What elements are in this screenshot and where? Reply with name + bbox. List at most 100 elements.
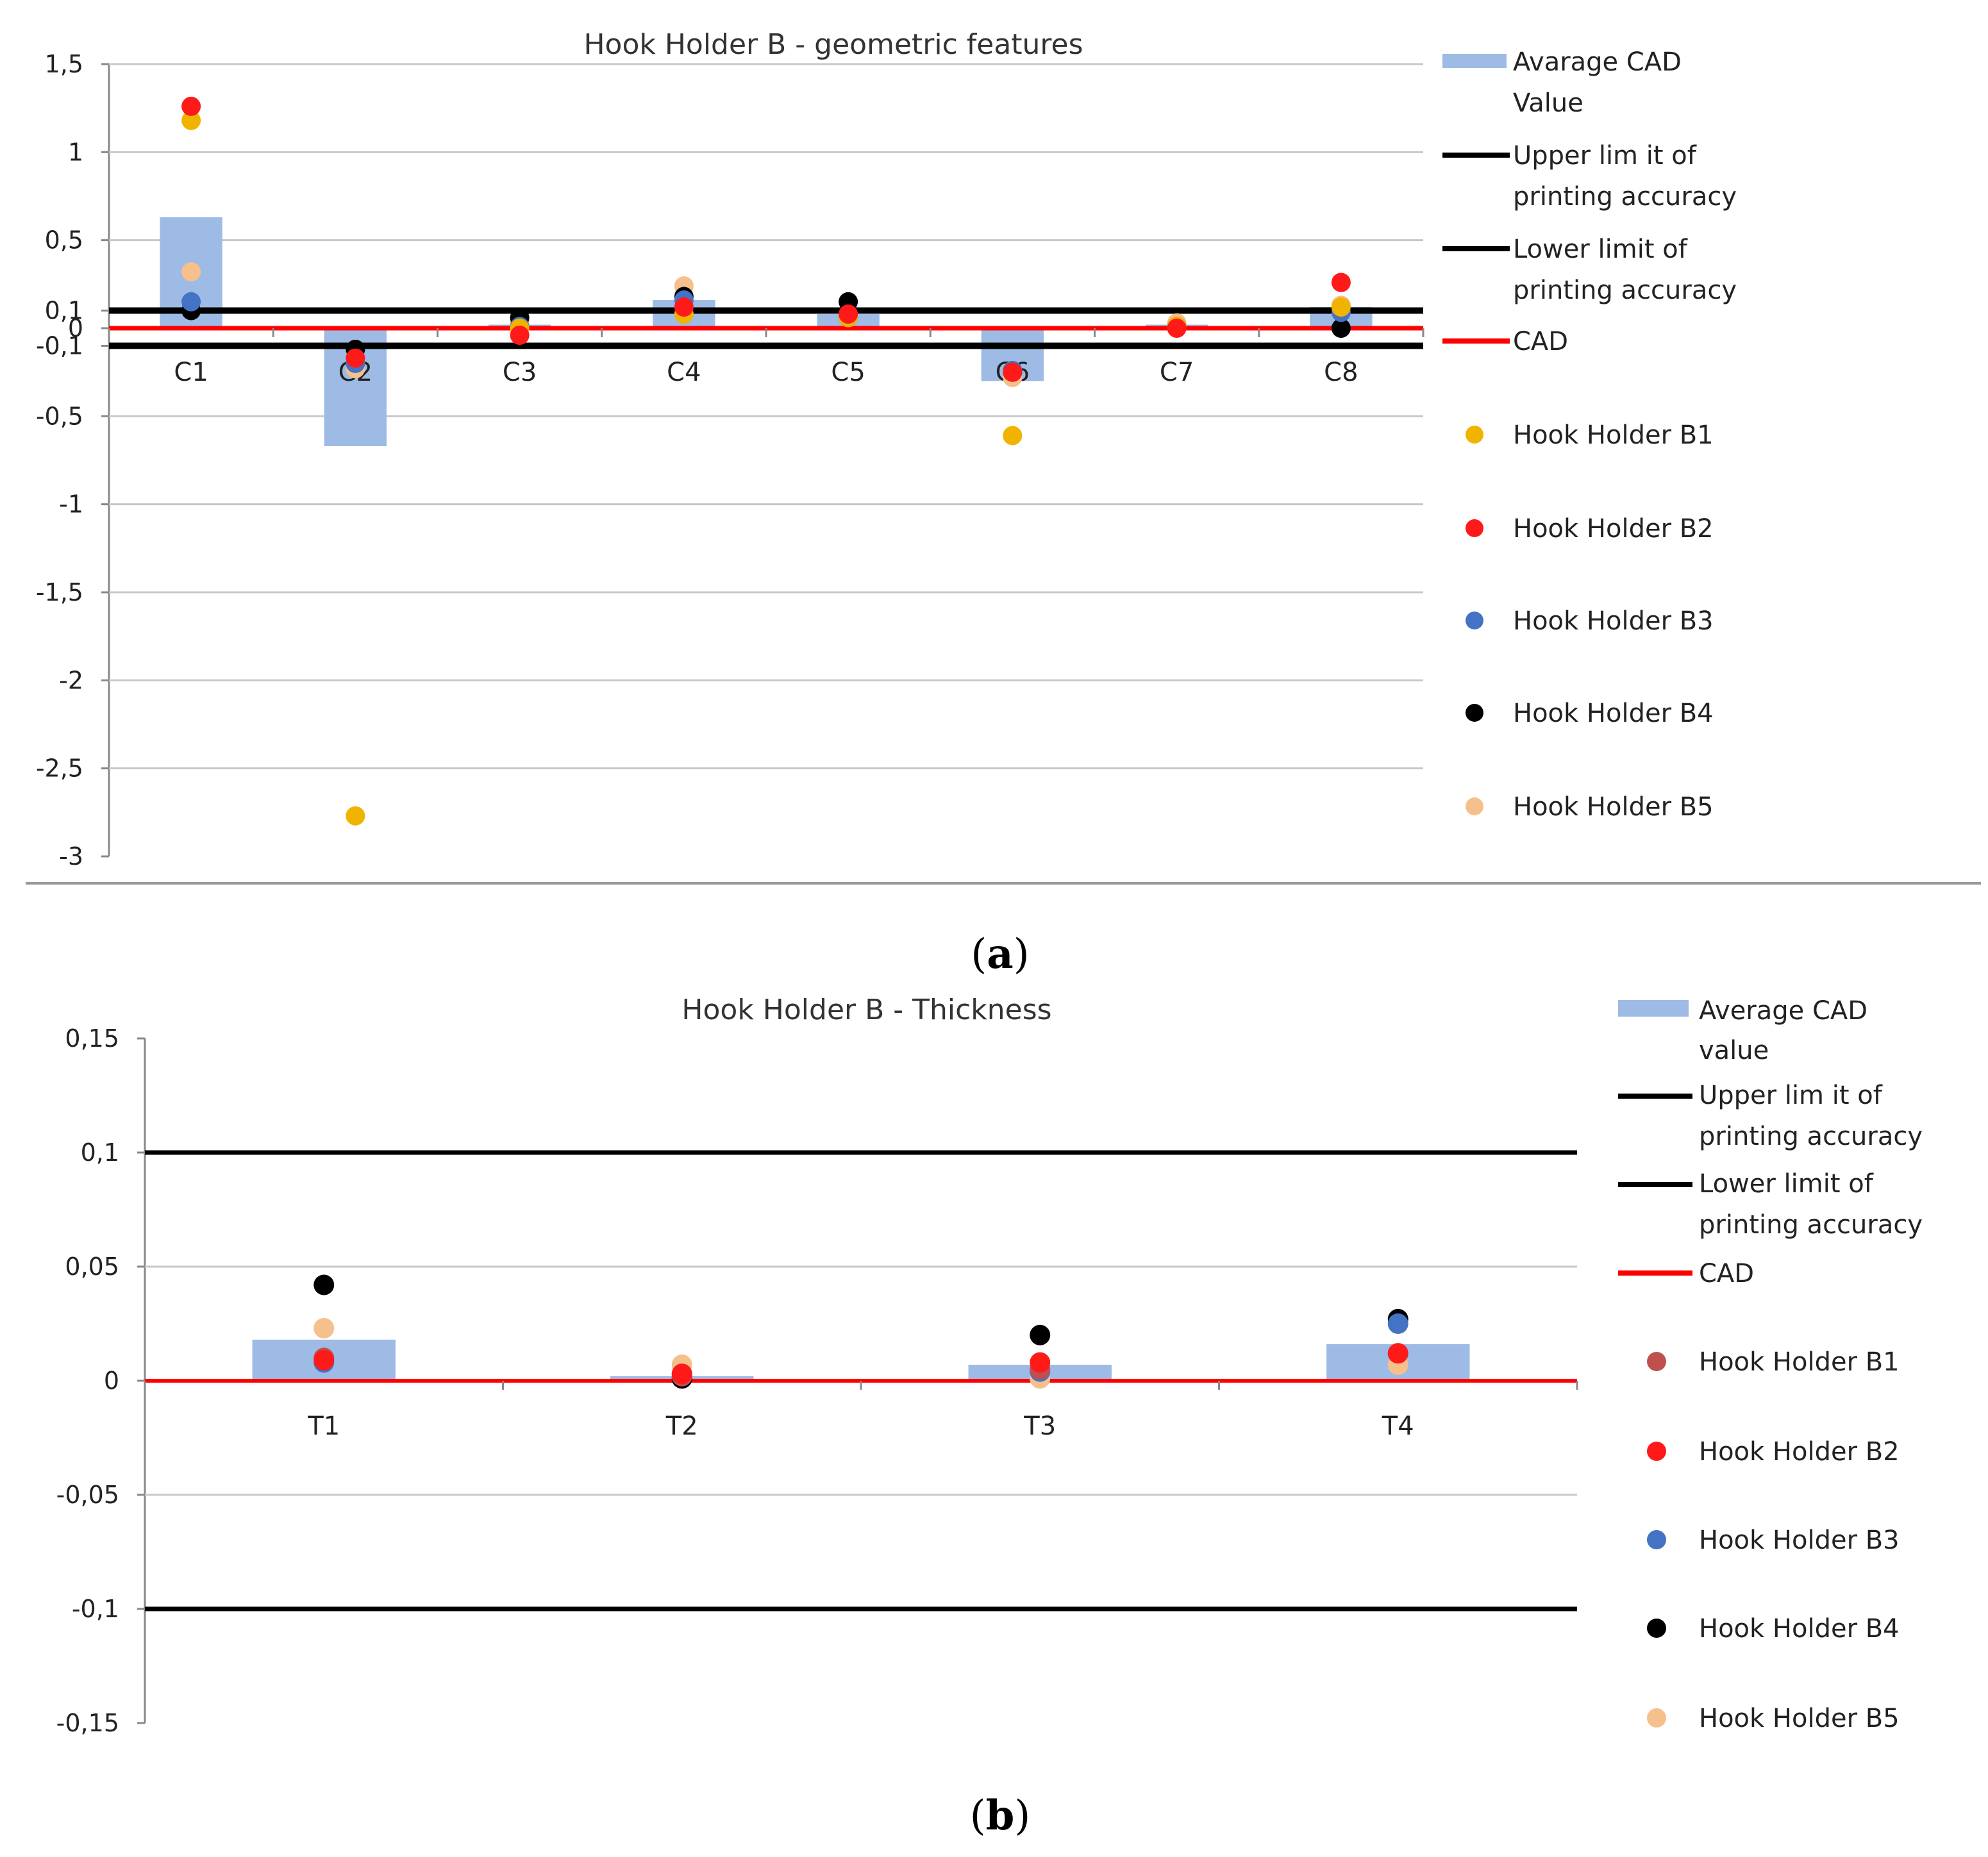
legend-a-b1-marker xyxy=(1466,426,1483,444)
b-y-tick-label: -0,05 xyxy=(56,1481,119,1509)
legend-b-upper-line2: printing accuracy xyxy=(1699,1122,1923,1151)
legend-b-b2-label: Hook Holder B2 xyxy=(1699,1437,1900,1467)
legend-b-lower-line2: printing accuracy xyxy=(1699,1210,1923,1240)
b-y-tick-label: 0,1 xyxy=(81,1138,119,1167)
a-y-tick-label: 1 xyxy=(68,138,83,166)
b-point-hook-holder-b4 xyxy=(1030,1324,1051,1345)
chart-b-y-ticks: 0,15 0,1 0,05 0 -0,05 -0,1 -0,15 xyxy=(56,1024,119,1737)
b-point-hook-holder-b5 xyxy=(313,1318,335,1339)
chart-a-points xyxy=(181,96,1351,826)
chart-a-gridlines xyxy=(101,63,1423,858)
legend-a-b3-marker xyxy=(1466,612,1483,629)
legend-b-cad-label: CAD xyxy=(1699,1259,1754,1288)
b-point-hook-holder-b2 xyxy=(1030,1352,1051,1373)
legend-b-b2-marker xyxy=(1647,1442,1666,1461)
legend-b-bar-label-line2: value xyxy=(1699,1036,1769,1065)
a-category-label: C3 xyxy=(503,358,537,387)
b-y-tick-label: 0,05 xyxy=(65,1253,119,1281)
b-category-label: T1 xyxy=(307,1411,340,1441)
a-point-hook-holder-b5 xyxy=(181,262,201,282)
legend-a-bar-label-line2: Value xyxy=(1513,88,1583,118)
a-point-hook-holder-b1 xyxy=(1003,426,1023,446)
chart-b-legend: Average CAD value Upper lim it of printing… xyxy=(1618,996,1923,1733)
legend-a-b2-marker xyxy=(1466,519,1483,537)
legend-b-lower-label: Lower limit of printing accuracy xyxy=(1699,1169,1923,1240)
legend-a-lower-line1: Lower limit of xyxy=(1513,235,1688,264)
legend-b-b5-label: Hook Holder B5 xyxy=(1699,1704,1900,1733)
legend-b-upper-label: Upper lim it of printing accuracy xyxy=(1699,1081,1923,1151)
legend-a-lower-label: Lower limit of printing accuracy xyxy=(1513,235,1737,305)
legend-b-lower-line1: Lower limit of xyxy=(1699,1169,1874,1199)
a-point-hook-holder-b1 xyxy=(181,110,201,130)
legend-b-bar-label-line1: Average CAD xyxy=(1699,996,1867,1026)
b-point-hook-holder-b2 xyxy=(1387,1343,1408,1364)
legend-a-b5-label: Hook Holder B5 xyxy=(1513,792,1714,822)
chart-a-legend: Avarage CAD Value Upper lim it of printing… xyxy=(1442,47,1737,822)
a-y-tick-label: -0,1 xyxy=(36,331,83,360)
a-y-tick-label: -2 xyxy=(59,666,83,694)
chart-a-y-ticks: 1,5 1 0,5 0,10-0,1 -0,5 -1 -1,5 -2 -2,5 -3 xyxy=(36,50,83,870)
a-category-label: C5 xyxy=(831,358,865,387)
legend-a-upper-line1: Upper lim it of xyxy=(1513,141,1697,171)
a-y-tick-label: -2,5 xyxy=(36,754,83,783)
legend-b-b3-marker xyxy=(1647,1530,1666,1549)
b-point-hook-holder-b2 xyxy=(671,1363,692,1385)
a-point-hook-holder-b1 xyxy=(1331,297,1351,317)
legend-a-upper-line2: printing accuracy xyxy=(1513,182,1737,212)
chart-b-caption-letter: b xyxy=(986,1792,1015,1840)
a-category-label: C7 xyxy=(1160,358,1194,387)
legend-a-b3-label: Hook Holder B3 xyxy=(1513,606,1714,636)
b-point-hook-holder-b3 xyxy=(1387,1313,1408,1334)
a-y-tick-label: 0 xyxy=(68,314,83,342)
legend-b-upper-line1: Upper lim it of xyxy=(1699,1081,1883,1110)
legend-a-bar-swatch xyxy=(1442,54,1507,68)
b-y-tick-label: 0 xyxy=(104,1367,119,1395)
chart-a: Hook Holder B - geometric features 1,5 1 0… xyxy=(26,28,1981,978)
b-point-hook-holder-b4 xyxy=(313,1274,335,1295)
b-category-label: T4 xyxy=(1382,1411,1414,1441)
chart-b-caption: (b) xyxy=(970,1792,1031,1840)
legend-b-bar-label: Average CAD value xyxy=(1699,996,1867,1065)
a-point-hook-holder-b2 xyxy=(510,325,530,345)
chart-b-bars xyxy=(252,1339,1470,1381)
legend-b-b5-marker xyxy=(1647,1708,1666,1728)
a-y-tick-label: 1,5 xyxy=(45,50,83,78)
a-category-label: C1 xyxy=(174,358,208,387)
a-y-tick-label: -0,5 xyxy=(36,402,83,430)
legend-b-b4-label: Hook Holder B4 xyxy=(1699,1614,1900,1644)
a-y-tick-label: -3 xyxy=(59,842,83,870)
a-point-hook-holder-b4 xyxy=(1331,319,1351,338)
a-point-hook-holder-b2 xyxy=(346,348,365,368)
chart-a-category-labels: C1C2C3C4C5C6C7C8 xyxy=(108,328,1424,387)
legend-a-b4-label: Hook Holder B4 xyxy=(1513,699,1714,728)
a-point-hook-holder-b3 xyxy=(181,292,201,312)
a-category-label: C4 xyxy=(667,358,701,387)
legend-b-b1-marker xyxy=(1647,1352,1666,1371)
b-y-tick-label: 0,15 xyxy=(65,1024,119,1053)
chart-b: Hook Holder B - Thickness 0,15 0,1 0,05 0 -0… xyxy=(56,994,1923,1840)
b-category-label: T3 xyxy=(1023,1411,1056,1441)
b-category-label: T2 xyxy=(665,1411,698,1441)
a-point-hook-holder-b2 xyxy=(839,304,858,324)
legend-a-bar-label-line1: Avarage CAD xyxy=(1513,47,1682,77)
a-point-hook-holder-b2 xyxy=(1003,362,1023,382)
chart-b-title: Hook Holder B - Thickness xyxy=(681,994,1051,1026)
legend-a-b4-marker xyxy=(1466,704,1483,722)
a-point-hook-holder-b2 xyxy=(1167,319,1187,338)
chart-b-points xyxy=(313,1274,1408,1389)
legend-b-b1-label: Hook Holder B1 xyxy=(1699,1347,1900,1377)
legend-a-b1-label: Hook Holder B1 xyxy=(1513,421,1714,450)
a-point-hook-holder-b2 xyxy=(674,297,694,317)
a-point-hook-holder-b1 xyxy=(346,806,365,826)
chart-b-category-labels: T1 T2 T3 T4 xyxy=(144,1381,1578,1441)
legend-a-b2-label: Hook Holder B2 xyxy=(1513,514,1714,544)
legend-a-cad-label: CAD xyxy=(1513,327,1568,356)
a-y-tick-label: -1 xyxy=(59,490,83,519)
legend-b-b3-label: Hook Holder B3 xyxy=(1699,1526,1900,1555)
a-y-tick-label: -1,5 xyxy=(36,578,83,606)
chart-a-title: Hook Holder B - geometric features xyxy=(583,28,1083,61)
a-y-tick-label: 0,5 xyxy=(45,226,83,254)
a-point-hook-holder-b2 xyxy=(1331,272,1351,292)
a-y-tick-label: 0,1 xyxy=(45,297,83,325)
